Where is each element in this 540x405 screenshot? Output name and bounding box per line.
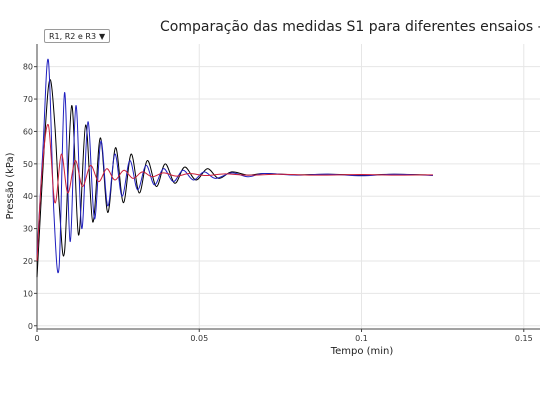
- chevron-down-icon: ▼: [99, 31, 106, 41]
- x-tick-label-1: 0.05: [190, 334, 208, 343]
- chart-title: Comparação das medidas S1 para diferente…: [160, 19, 540, 35]
- y-tick-label-8: 80: [23, 63, 33, 72]
- y-axis-label: Pressão (kPa): [5, 152, 16, 219]
- series-line-2: [36, 124, 433, 262]
- dropdown-selected-label: R1, R2 e R3: [49, 31, 97, 41]
- tick-labels: 0 0.05 0.1 0.15 0 10 20 30 40 50 60 70 80: [23, 63, 533, 343]
- y-tick-label-1: 10: [23, 289, 33, 298]
- y-tick-label-3: 30: [23, 225, 33, 234]
- x-tick-label-2: 0.1: [355, 334, 368, 343]
- x-tick-label-0: 0: [34, 334, 39, 343]
- y-tick-label-5: 50: [23, 160, 33, 169]
- grid: [37, 44, 540, 329]
- x-tick-label-3: 0.15: [515, 334, 533, 343]
- series-lines: [36, 58, 433, 278]
- y-tick-label-6: 60: [23, 127, 33, 136]
- y-tick-label-4: 40: [23, 192, 33, 201]
- x-axis-label: Tempo (min): [330, 346, 394, 357]
- y-tick-label-2: 20: [23, 257, 33, 266]
- y-tick-label-0: 0: [28, 322, 33, 331]
- y-tick-label-7: 70: [23, 95, 33, 104]
- axes: [34, 44, 540, 332]
- series-line-1: [36, 58, 433, 274]
- series-selector-dropdown[interactable]: R1, R2 e R3 ▼: [44, 29, 111, 43]
